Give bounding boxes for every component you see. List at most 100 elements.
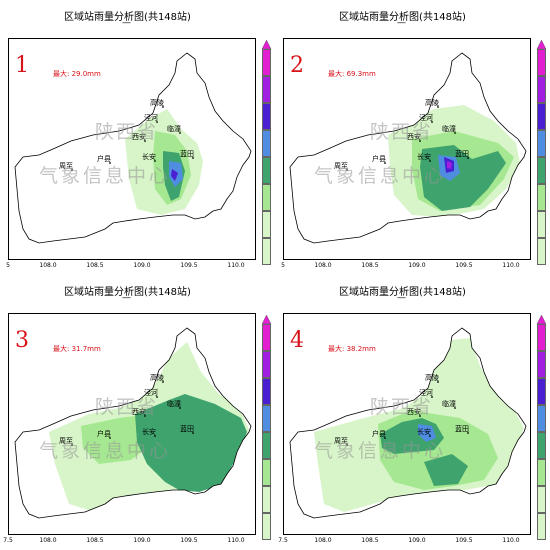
x-tick-label: 108.5 [86, 537, 104, 544]
legend-segment-light [262, 486, 271, 513]
x-tick-label: 109.5 [455, 262, 473, 269]
x-tick-label: 110.0 [502, 537, 520, 544]
panel-title: 区域站雨量分析图(共148站) [339, 287, 466, 298]
color-legend-bar [262, 315, 271, 540]
legend-segment-light [537, 513, 546, 540]
rainfall-map [14, 52, 252, 244]
city-label: 周至 [334, 437, 348, 445]
map-area[interactable]: 1 最大: 29.0mm 高陵 泾河 临潼 西安 长安 户县 周至 蓝田 陕西省 气象信息中心 [8, 38, 256, 260]
city-marker [467, 432, 469, 434]
city-label: 周至 [59, 437, 73, 445]
x-tick-label: 109.5 [180, 262, 198, 269]
max-rainfall-label: 最大: 31.7mm [53, 345, 101, 353]
rain-panel-2: 区域站雨量分析图(共148站) — 2 最大: 69.3mm 高陵 泾河 临潼 西安 长安 户县周… [275, 0, 550, 275]
city-marker [144, 415, 146, 417]
rain-zone-indigo [171, 169, 178, 181]
color-legend-bar [537, 40, 546, 265]
color-legend-bar [537, 315, 546, 540]
legend-segment-mid [537, 184, 546, 211]
watermark-line2: 气象信息中心 [39, 165, 172, 187]
panel-number: 3 [15, 328, 29, 353]
rainfall-map [14, 327, 252, 519]
city-label: 高陵 [150, 99, 164, 107]
x-tick-label: 108.0 [314, 262, 332, 269]
rain-panel-3: 区域站雨量分析图(共148站) — 3 最大: 31.7mm 高陵 泾河 临潼 西安 长安 户县周… [0, 275, 275, 550]
city-label: 周至 [59, 162, 73, 170]
city-marker [419, 140, 421, 142]
x-tick-label: 108.0 [314, 537, 332, 544]
city-label: 蓝田 [455, 425, 469, 433]
x-axis-ticks: 7.5 108.0 108.5 109.0 109.5 110.0 [0, 537, 260, 547]
city-label: 蓝田 [455, 150, 469, 158]
city-marker [71, 169, 73, 171]
watermark-line1: 陕西省 [95, 121, 159, 143]
legend-segment-dark [537, 157, 546, 184]
city-marker [437, 381, 439, 383]
city-label: 户县 [97, 155, 111, 163]
city-marker [162, 381, 164, 383]
rain-panel-4: 区域站雨量分析图(共148站) — 4 最大: 38.2mm 高陵 泾河 临潼 西安 长安 户县周… [275, 275, 550, 550]
legend-segment-light [262, 211, 271, 238]
map-area[interactable]: 3 最大: 31.7mm 高陵 泾河 临潼 西安 长安 户县 周至 蓝田 陕西省 气象信息中心 [8, 313, 256, 535]
x-tick-label: 108.0 [39, 262, 57, 269]
x-tick-label: 108.5 [86, 262, 104, 269]
x-tick-label: 5 [6, 262, 10, 269]
city-label: 西安 [407, 408, 421, 416]
city-marker [71, 444, 73, 446]
legend-segment-indigo [262, 103, 271, 130]
city-label: 临潼 [442, 125, 456, 133]
watermark-line1: 陕西省 [370, 121, 434, 143]
city-label: 蓝田 [180, 425, 194, 433]
city-label: 周至 [334, 162, 348, 170]
city-marker [192, 157, 194, 159]
x-tick-label: 108.0 [39, 537, 57, 544]
city-marker [156, 396, 158, 398]
city-marker [431, 121, 433, 123]
city-marker [454, 132, 456, 134]
panel-number: 4 [290, 328, 304, 353]
legend-segment-magenta [537, 49, 546, 76]
x-tick-label: 109.5 [180, 537, 198, 544]
legend-segment-light [537, 211, 546, 238]
max-rainfall-label: 最大: 29.0mm [53, 70, 101, 78]
watermark-line2: 气象信息中心 [314, 440, 447, 462]
city-marker [454, 407, 456, 409]
city-marker [156, 121, 158, 123]
x-tick-label: 109.0 [133, 537, 151, 544]
city-label: 长安 [417, 153, 431, 161]
city-marker [179, 132, 181, 134]
panel-title: 区域站雨量分析图(共148站) [64, 287, 191, 298]
legend-segment-magenta [262, 49, 271, 76]
x-tick-label: 110.0 [502, 262, 520, 269]
legend-segment-mid [537, 459, 546, 486]
city-label: 泾河 [419, 389, 433, 397]
x-axis-ticks: 7.5 108.0 108.5 109.0 109.5 110.0 [275, 537, 535, 547]
rain-panel-1: 区域站雨量分析图(共148站) — 1 最大: 29.0mm 高陵 泾河 临潼 西安 长安 户县周… [0, 0, 275, 275]
city-label: 临潼 [167, 400, 181, 408]
rain-zone-dark [424, 454, 468, 486]
legend-segment-light [262, 513, 271, 540]
city-label: 高陵 [150, 374, 164, 382]
x-axis-ticks: 5 108.0 108.5 109.0 109.5 110.0 [275, 262, 535, 272]
legend-segment-purple [262, 76, 271, 103]
panel-title: 区域站雨量分析图(共148站) [339, 12, 466, 23]
legend-segment-purple [262, 351, 271, 378]
x-tick-label: 5 [281, 262, 285, 269]
rainfall-map [289, 327, 527, 519]
city-marker [384, 162, 386, 164]
city-label: 户县 [97, 430, 111, 438]
region-boundary [14, 52, 252, 244]
legend-segment-blue [537, 405, 546, 432]
city-label: 临潼 [167, 125, 181, 133]
x-tick-label: 7.5 [278, 537, 288, 544]
rain-zone-dark [135, 394, 247, 492]
x-tick-label: 109.0 [408, 537, 426, 544]
watermark-line2: 气象信息中心 [39, 440, 172, 462]
city-label: 西安 [407, 133, 421, 141]
legend-segment-dark [262, 157, 271, 184]
city-label: 蓝田 [180, 150, 194, 158]
map-area[interactable]: 2 最大: 69.3mm 高陵 泾河 临潼 西安 长安 户县 周至 蓝田 陕西省 气象信息中心 [283, 38, 531, 260]
city-marker [467, 157, 469, 159]
city-marker [109, 162, 111, 164]
map-area[interactable]: 4 最大: 38.2mm 高陵 泾河 临潼 西安 长安 户县 周至 蓝田 陕西省 气象信息中心 [283, 313, 531, 535]
